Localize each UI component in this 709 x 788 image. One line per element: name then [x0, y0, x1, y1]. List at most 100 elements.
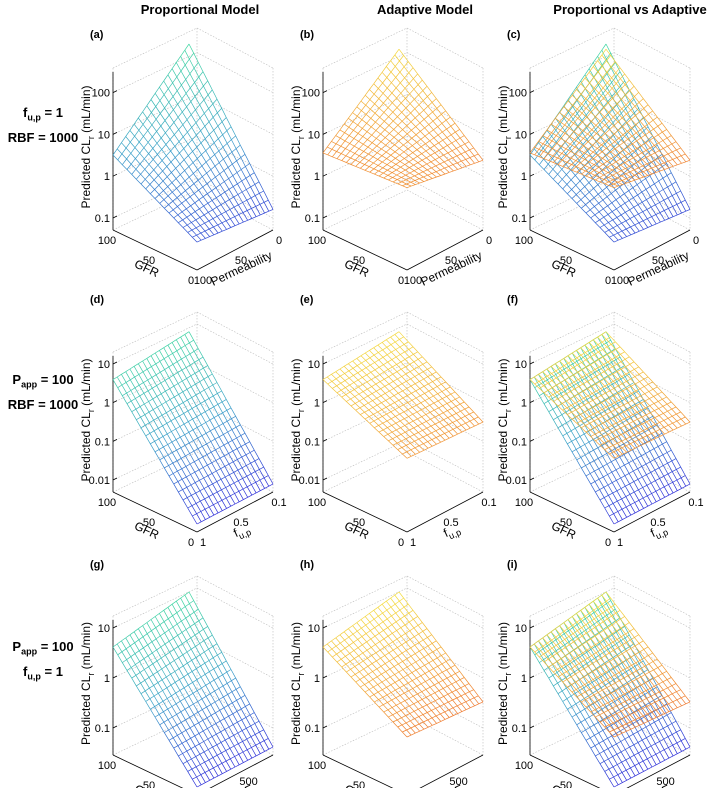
- wall-grid-line: [613, 439, 691, 481]
- mesh-segment: [350, 164, 356, 167]
- mesh-segment: [644, 163, 650, 168]
- mesh-segment: [388, 440, 394, 446]
- mesh-segment: [618, 161, 624, 167]
- mesh-segment: [644, 131, 650, 136]
- mesh-segment: [594, 97, 600, 104]
- mesh-segment: [361, 367, 367, 371]
- mesh-segment: [411, 184, 416, 187]
- mesh-segment: [570, 146, 576, 152]
- mesh-segment: [432, 381, 438, 387]
- mesh-segment: [660, 496, 665, 500]
- mesh-segment: [591, 146, 597, 154]
- mesh-segment: [354, 396, 360, 402]
- mesh-segment: [254, 471, 261, 481]
- mesh-segment: [676, 190, 681, 194]
- mesh-segment: [577, 112, 583, 119]
- mesh-segment: [376, 141, 382, 147]
- mesh-segment: [227, 429, 233, 433]
- mesh-segment: [595, 404, 602, 414]
- mesh-segment: [611, 77, 617, 84]
- mesh-segment: [154, 441, 160, 450]
- mesh-segment: [392, 444, 398, 450]
- mesh-segment: [604, 181, 610, 185]
- mesh-segment: [161, 160, 168, 167]
- mesh-segment: [431, 92, 437, 99]
- mesh-segment: [593, 70, 599, 78]
- mesh-segment: [218, 425, 224, 435]
- mesh-segment: [393, 125, 399, 130]
- mesh-segment: [638, 222, 644, 230]
- mesh-segment: [575, 162, 581, 167]
- mesh-segment: [658, 142, 664, 149]
- mesh-segment: [376, 133, 381, 139]
- mesh-segment: [616, 500, 623, 510]
- mesh-segment: [178, 219, 183, 223]
- mesh-segment: [561, 155, 567, 161]
- mesh-segment: [412, 158, 419, 163]
- mesh-segment: [193, 340, 199, 349]
- mesh-segment: [155, 113, 161, 120]
- mesh-segment: [581, 465, 586, 469]
- mesh-segment: [405, 93, 410, 99]
- mesh-segment: [405, 167, 410, 171]
- mesh-segment: [654, 183, 660, 193]
- mesh-segment: [452, 162, 458, 165]
- mesh-segment: [184, 166, 190, 171]
- mesh-segment: [345, 143, 350, 149]
- mesh-segment: [242, 478, 248, 487]
- mesh-segment: [594, 214, 600, 221]
- mesh-segment: [254, 458, 260, 462]
- mesh-segment: [406, 455, 412, 459]
- mesh-segment: [239, 144, 246, 155]
- mesh-segment: [405, 373, 411, 380]
- mesh-segment: [361, 362, 367, 368]
- mesh-segment: [166, 166, 172, 173]
- mesh-segment: [676, 466, 681, 470]
- mesh-segment: [603, 172, 609, 176]
- mesh-segment: [199, 214, 205, 218]
- mesh-segment: [193, 183, 199, 191]
- mesh-segment: [341, 387, 346, 391]
- mesh-segment: [662, 452, 668, 456]
- mesh-segment: [399, 60, 405, 68]
- mesh-segment: [414, 438, 419, 442]
- mesh-segment: [542, 136, 548, 143]
- mesh-segment: [389, 395, 395, 399]
- mesh-segment: [369, 89, 375, 95]
- mesh-segment: [346, 401, 352, 407]
- mesh-segment: [569, 409, 576, 418]
- mesh-segment: [159, 358, 165, 362]
- mesh-segment: [401, 438, 406, 442]
- mesh-segment: [434, 159, 441, 165]
- mesh-segment: [584, 77, 590, 84]
- mesh-segment: [412, 67, 418, 75]
- mesh-segment: [399, 413, 405, 419]
- mesh-segment: [584, 182, 590, 187]
- mesh-segment: [159, 94, 165, 101]
- mesh-segment: [228, 186, 234, 190]
- mesh-segment: [374, 98, 380, 105]
- mesh-segment: [610, 61, 616, 68]
- mesh-segment: [207, 365, 213, 375]
- mesh-segment: [222, 143, 228, 148]
- mesh-segment: [604, 116, 610, 122]
- mesh-segment: [615, 83, 622, 90]
- mesh-segment: [354, 386, 359, 390]
- mesh-segment: [653, 125, 658, 130]
- mesh-segment: [551, 135, 557, 143]
- mesh-segment: [172, 361, 178, 365]
- mesh-segment: [259, 201, 265, 205]
- mesh-segment: [478, 153, 484, 161]
- mesh-segment: [204, 506, 210, 510]
- mesh-segment: [658, 148, 664, 152]
- mesh-segment: [356, 106, 362, 111]
- gfr-axis-line: [529, 491, 615, 533]
- mesh-segment: [391, 431, 398, 437]
- mesh-segment: [607, 92, 613, 99]
- mesh-segment: [358, 384, 363, 388]
- mesh-segment: [606, 151, 612, 156]
- mesh-segment: [552, 150, 558, 157]
- mesh-segment: [250, 463, 256, 472]
- mesh-segment: [620, 156, 625, 160]
- mesh-segment: [355, 159, 361, 163]
